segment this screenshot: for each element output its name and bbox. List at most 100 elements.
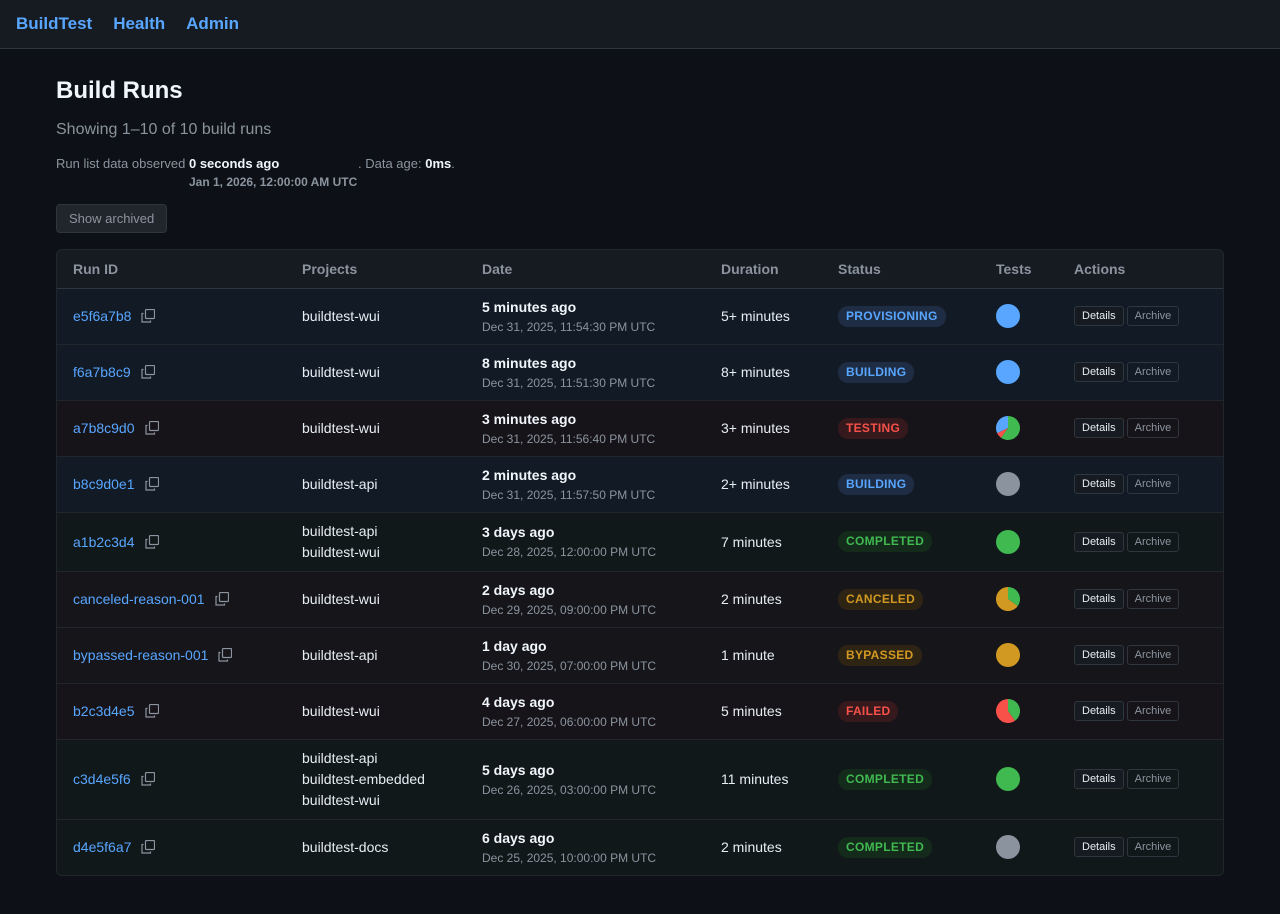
cell-date: 2 days ago Dec 29, 2025, 09:00:00 PM UTC [466,571,705,628]
project-name: buildtest-api [302,749,378,766]
copy-icon[interactable] [144,534,159,549]
tests-pie-slice [1008,587,1020,607]
copy-icon[interactable] [144,420,159,435]
nav-admin-link[interactable]: Admin [186,14,240,33]
nav-health-link[interactable]: Health [113,14,166,33]
copy-icon[interactable] [214,591,229,606]
table-row: c3d4e5f6 buildtest-api buildtest-embedded… [57,739,1223,820]
run-id-link[interactable]: d4e5f6a7 [73,839,132,856]
status-badge: COMPLETED [838,836,933,858]
details-button[interactable]: Details [1074,589,1124,609]
archive-button[interactable]: Archive [1126,769,1180,789]
table-row: bypassed-reason-001 buildtest-api 1 day … [57,627,1223,684]
cell-status: TESTING [822,400,980,457]
project-name: buildtest-api [302,475,378,492]
cell-tests [980,400,1058,457]
details-button[interactable]: Details [1074,769,1124,789]
cell-status: COMPLETED [822,512,980,572]
data-age-value: 0ms [425,156,452,171]
copy-icon[interactable] [141,364,155,379]
cell-date: 3 minutes ago Dec 31, 2025, 11:56:40 PM … [466,400,705,457]
cell-run-id: c3d4e5f6 [57,739,286,820]
observed-ago: 0 seconds ago [188,156,280,171]
archive-button[interactable]: Archive [1126,701,1180,721]
status-badge: CANCELED [838,588,924,610]
tests-pie-slice [996,699,1016,723]
runs-table-container: Run ID Projects Date Duration Status Tes… [56,249,1224,876]
observed-timestamp: Jan 1, 2026, 12:00:00 AM UTC [189,175,358,189]
details-button[interactable]: Details [1074,701,1124,721]
date-relative: 3 minutes ago [482,410,577,427]
cell-run-id: a7b8c9d0 [57,400,286,457]
run-id-link[interactable]: bypassed-reason-001 [73,647,209,663]
tests-pie-slice [996,767,1020,791]
cell-run-id: d4e5f6a7 [57,819,286,875]
cell-actions: Details Archive [1058,512,1223,572]
details-button[interactable]: Details [1074,474,1124,494]
data-age-suffix: . [451,156,455,171]
table-row: b8c9d0e1 buildtest-api 2 minutes ago Dec… [57,456,1223,513]
archive-button[interactable]: Archive [1126,306,1180,326]
header-run-id: Run ID [57,250,286,289]
tests-pie-icon [996,360,1020,384]
archive-button[interactable]: Archive [1126,531,1180,552]
cell-duration: 5+ minutes [705,288,822,345]
cell-duration: 2 minutes [705,571,822,628]
cell-date: 1 day ago Dec 30, 2025, 07:00:00 PM UTC [466,627,705,684]
date-absolute: Dec 25, 2025, 10:00:00 PM UTC [482,850,657,865]
tests-pie-slice [996,304,1020,328]
tests-pie-icon [996,304,1020,328]
date-relative: 2 days ago [482,581,555,598]
cell-tests [980,683,1058,740]
tests-pie-icon [996,699,1020,723]
archive-button[interactable]: Archive [1126,418,1180,438]
copy-icon[interactable] [141,840,156,854]
copy-icon[interactable] [144,703,159,718]
cell-date: 6 days ago Dec 25, 2025, 10:00:00 PM UTC [466,819,705,875]
cell-tests [980,819,1058,875]
details-button[interactable]: Details [1074,531,1124,552]
archive-button[interactable]: Archive [1126,837,1180,858]
nav-brand-link[interactable]: BuildTest [16,14,93,33]
status-badge: BYPASSED [838,644,922,666]
tests-pie-slice [996,835,1020,860]
date-absolute: Dec 28, 2025, 12:00:00 PM UTC [482,545,657,559]
copy-icon[interactable] [141,308,156,323]
archive-button[interactable]: Archive [1126,474,1180,494]
table-row: b2c3d4e5 buildtest-wui 4 days ago Dec 27… [57,683,1223,740]
cell-duration: 8+ minutes [705,344,822,401]
cell-actions: Details Archive [1058,344,1223,401]
run-id-link[interactable]: b2c3d4e5 [73,703,135,719]
run-id-link[interactable]: e5f6a7b8 [73,308,132,324]
details-button[interactable]: Details [1074,306,1124,326]
copy-icon[interactable] [218,647,233,662]
cell-status: FAILED [822,683,980,740]
cell-status: BUILDING [822,456,980,513]
tests-pie-slice [996,529,1020,554]
details-button[interactable]: Details [1074,362,1124,382]
details-button[interactable]: Details [1074,645,1124,665]
main-content: Build Runs Showing 1–10 of 10 build runs… [0,77,1280,876]
run-id-link[interactable]: a7b8c9d0 [73,420,135,436]
tests-pie-icon [996,587,1020,611]
run-id-link[interactable]: f6a7b8c9 [73,364,131,380]
copy-icon[interactable] [144,476,159,491]
cell-actions: Details Archive [1058,627,1223,684]
run-id-link[interactable]: a1b2c3d4 [73,533,135,550]
date-absolute: Dec 27, 2025, 06:00:00 PM UTC [482,714,657,729]
show-archived-button[interactable]: Show archived [56,204,168,233]
cell-date: 2 minutes ago Dec 31, 2025, 11:57:50 PM … [466,456,705,513]
copy-icon[interactable] [141,771,155,786]
archive-button[interactable]: Archive [1126,645,1180,665]
details-button[interactable]: Details [1074,418,1124,438]
run-id-link[interactable]: canceled-reason-001 [73,591,205,607]
tests-pie-icon [996,416,1020,440]
archive-button[interactable]: Archive [1126,362,1180,382]
run-id-link[interactable]: c3d4e5f6 [73,771,131,787]
cell-status: CANCELED [822,571,980,628]
cell-tests [980,456,1058,513]
details-button[interactable]: Details [1074,837,1124,858]
cell-projects: buildtest-api [286,627,466,684]
archive-button[interactable]: Archive [1126,589,1180,609]
run-id-link[interactable]: b8c9d0e1 [73,476,135,492]
